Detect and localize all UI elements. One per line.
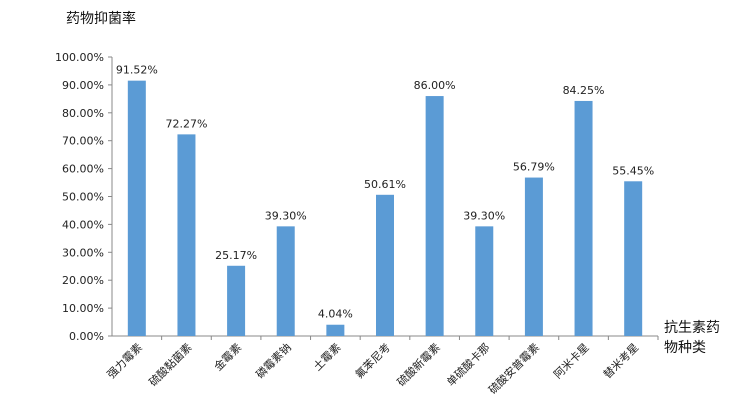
bar — [326, 324, 345, 336]
bar — [376, 194, 394, 336]
x-tick-label: 硫酸黏菌素 — [146, 340, 195, 389]
y-tick-label: 30.00% — [62, 246, 104, 259]
data-label: 50.61% — [364, 178, 406, 191]
bar — [127, 80, 146, 336]
x-tick-label: 阿米卡星 — [551, 341, 591, 381]
x-axis-title-line2: 物种类 — [664, 340, 706, 356]
bar — [227, 265, 246, 336]
data-label: 91.52% — [116, 64, 158, 77]
y-tick-label: 70.00% — [62, 135, 104, 148]
data-label: 72.27% — [165, 117, 207, 130]
y-tick-label: 80.00% — [62, 107, 104, 120]
data-label: 55.45% — [612, 164, 654, 177]
chart-axes: 0.00% 10.00% 20.00% 30.00% 40.00% 50.00% 60.00… — [55, 51, 659, 343]
bar — [624, 181, 643, 336]
bar — [177, 134, 196, 336]
x-tick-label: 土霉素 — [311, 341, 344, 374]
y-tick-label: 90.00% — [62, 79, 104, 92]
data-label: 25.17% — [215, 249, 257, 262]
y-axis-title: 药物抑菌率 — [66, 11, 136, 27]
x-tick-label: 硫酸新霉素 — [394, 340, 443, 389]
x-axis-title: 抗生素药 物种类 — [664, 318, 744, 358]
y-tick-label: 20.00% — [62, 274, 104, 287]
data-label: 39.30% — [463, 209, 505, 222]
x-axis-title-line1: 抗生素药 — [664, 320, 720, 336]
bar — [425, 96, 444, 336]
x-tick-label: 金霉素 — [211, 340, 244, 373]
y-tick-label: 60.00% — [62, 163, 104, 176]
chart-bars — [127, 80, 643, 336]
bar — [574, 100, 593, 336]
x-tick-label: 磷霉素钠 — [253, 340, 294, 381]
data-label: 4.04% — [318, 308, 353, 321]
bar — [475, 226, 494, 336]
x-tick-label: 替米考星 — [600, 340, 641, 381]
x-tick-label: 硫酸安普霉素 — [485, 340, 542, 397]
bar — [276, 226, 295, 336]
data-label: 56.79% — [513, 161, 555, 174]
y-tick-label: 40.00% — [62, 218, 104, 231]
y-tick-label: 10.00% — [62, 302, 104, 315]
x-tick-label: 单硫酸卡那 — [444, 340, 493, 389]
y-tick-label: 50.00% — [62, 191, 104, 204]
bar — [524, 177, 543, 336]
data-label: 39.30% — [265, 209, 307, 222]
data-label: 84.25% — [563, 84, 605, 97]
data-label: 86.00% — [414, 79, 456, 92]
x-tick-label: 强力霉素 — [105, 341, 145, 381]
y-tick-label: 0.00% — [69, 330, 104, 343]
x-tick-label: 氟苯尼考 — [352, 340, 393, 381]
y-tick-label: 100.00% — [55, 51, 104, 64]
